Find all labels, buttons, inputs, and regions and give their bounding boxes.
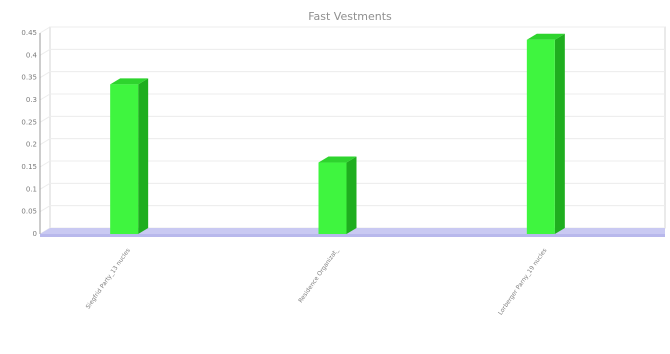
chart-floor	[40, 228, 665, 234]
gridline-diagonal	[39, 93, 51, 101]
y-tick-label: 0	[33, 230, 37, 238]
bar	[318, 156, 357, 234]
bar-front	[526, 39, 555, 235]
y-tick-label: 0.2	[26, 141, 37, 149]
bar-side	[554, 33, 565, 235]
gridline-diagonal	[39, 205, 51, 213]
bar-top	[526, 33, 565, 40]
y-tick-label: 0.35	[21, 74, 37, 82]
bar-front	[110, 84, 139, 234]
bar-side	[346, 156, 357, 234]
gridline-diagonal	[39, 26, 51, 34]
y-tick-label: 0.4	[26, 51, 38, 59]
gridline-diagonal	[39, 160, 51, 168]
y-tick-label: 0.1	[26, 185, 37, 193]
gridline-diagonal	[39, 182, 51, 190]
bar-side	[138, 78, 149, 234]
gridline-diagonal	[39, 115, 51, 123]
bar-top	[318, 156, 357, 163]
bar-top	[110, 78, 149, 85]
gridline-diagonal	[39, 48, 51, 56]
bar	[110, 78, 149, 234]
chart-floor-edge	[40, 234, 665, 237]
chart-title: Fast Vestments	[308, 10, 392, 23]
gridline-diagonal	[39, 71, 51, 79]
y-tick-label: 0.05	[21, 208, 37, 216]
y-tick-label: 0.3	[26, 96, 37, 104]
x-tick-label: Siegfrid Party_13 nucles	[85, 247, 132, 310]
y-tick-label: 0.25	[21, 118, 37, 126]
x-tick-label: Lorberger Parny_19 nucles	[497, 247, 548, 316]
bar	[526, 33, 565, 235]
y-tick-label: 0.45	[21, 29, 37, 37]
bar-front	[318, 162, 347, 234]
x-tick-label: Residence Organizat_	[297, 246, 340, 304]
y-tick-label: 0.15	[21, 163, 37, 171]
gridline-diagonal	[39, 138, 51, 146]
